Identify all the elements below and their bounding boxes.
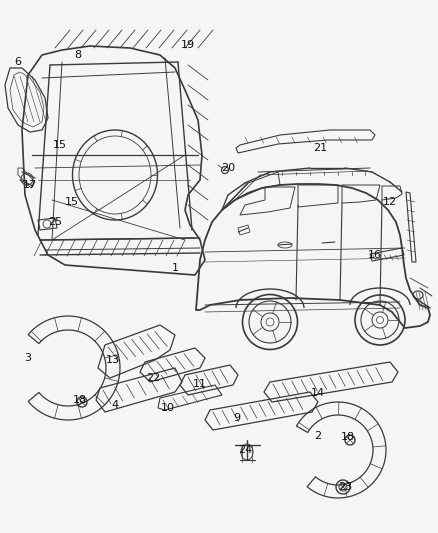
Text: 21: 21 — [313, 143, 327, 153]
Text: 18: 18 — [73, 395, 87, 405]
Text: 22: 22 — [146, 373, 160, 383]
Text: 23: 23 — [338, 482, 352, 492]
Text: 12: 12 — [383, 197, 397, 207]
Text: 15: 15 — [65, 197, 79, 207]
Text: 15: 15 — [53, 140, 67, 150]
Text: 14: 14 — [311, 388, 325, 398]
Text: 24: 24 — [238, 445, 252, 455]
Text: 4: 4 — [111, 400, 119, 410]
Text: 9: 9 — [233, 413, 240, 423]
Text: 18: 18 — [341, 432, 355, 442]
Text: 16: 16 — [368, 250, 382, 260]
Text: 6: 6 — [14, 57, 21, 67]
Text: 17: 17 — [23, 180, 37, 190]
Text: 13: 13 — [106, 355, 120, 365]
Text: 1: 1 — [172, 263, 179, 273]
Text: 20: 20 — [221, 163, 235, 173]
Text: 2: 2 — [314, 431, 321, 441]
Text: 19: 19 — [181, 40, 195, 50]
Text: 8: 8 — [74, 50, 81, 60]
Text: 10: 10 — [161, 403, 175, 413]
Text: 3: 3 — [25, 353, 32, 363]
Text: 11: 11 — [193, 379, 207, 389]
Text: 25: 25 — [48, 217, 62, 227]
